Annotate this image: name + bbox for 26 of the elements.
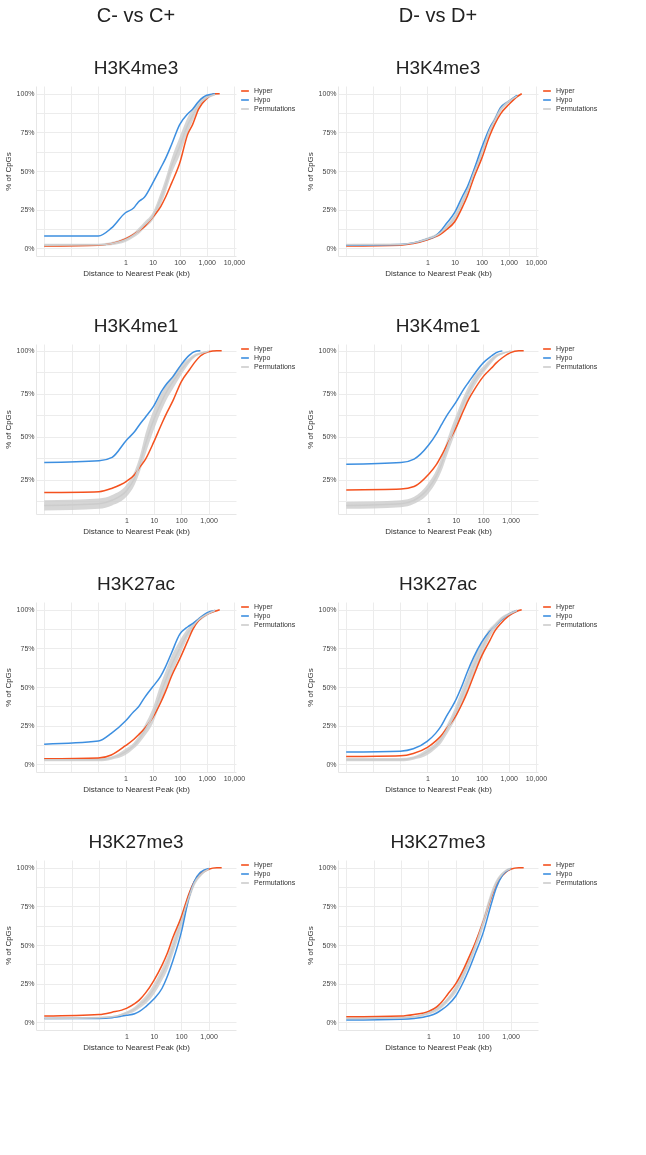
x-axis-title: Distance to Nearest Peak (kb)	[385, 526, 493, 536]
y-axis-title: % of CpGs	[305, 152, 315, 191]
chart-title: H3K27ac	[96, 573, 176, 594]
x-axis-title: Distance to Nearest Peak (kb)	[385, 268, 493, 278]
x-axis-title: Distance to Nearest Peak (kb)	[83, 1042, 191, 1052]
chart-title: H3K4me3	[93, 57, 179, 78]
x-axis-title: Distance to Nearest Peak (kb)	[385, 784, 493, 794]
x-axis-title: Distance to Nearest Peak (kb)	[83, 526, 191, 536]
text: C- vs C+	[96, 4, 176, 26]
x-axis-title: Distance to Nearest Peak (kb)	[83, 784, 191, 794]
chart-title: H3K27me3	[390, 831, 486, 852]
chart-title: H3K27me3	[88, 831, 184, 852]
text: D- vs D+	[398, 4, 478, 26]
chart-title: H3K27ac	[398, 573, 478, 594]
chart-title: H3K4me1	[93, 315, 179, 336]
y-axis-title: % of CpGs	[3, 668, 13, 707]
y-axis-title: % of CpGs	[3, 410, 13, 449]
y-axis-title: % of CpGs	[305, 410, 315, 449]
y-axis-title: % of CpGs	[3, 926, 13, 965]
chart-title: H3K4me1	[395, 315, 481, 336]
x-axis-title: Distance to Nearest Peak (kb)	[385, 1042, 493, 1052]
y-axis-title: % of CpGs	[305, 926, 315, 965]
chart-title: H3K4me3	[395, 57, 481, 78]
y-axis-title: % of CpGs	[3, 152, 13, 191]
y-axis-title: % of CpGs	[305, 668, 315, 707]
x-axis-title: Distance to Nearest Peak (kb)	[83, 268, 191, 278]
